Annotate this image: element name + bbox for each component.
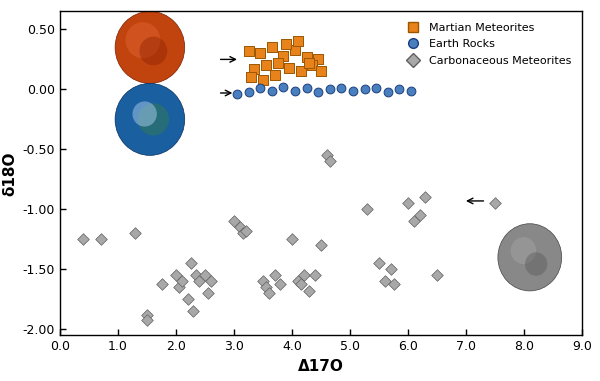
Point (174, 284, 184, 290)
Point (406, 88, 416, 94)
Point (421, 194, 430, 200)
Point (232, 91, 242, 97)
Point (256, 50, 265, 56)
Point (235, 224, 245, 231)
Ellipse shape (511, 237, 536, 264)
Point (270, 272, 280, 279)
Point (293, 38, 302, 45)
Point (389, 281, 398, 287)
Point (188, 308, 198, 314)
Point (293, 278, 302, 284)
Point (322, 152, 332, 158)
Point (275, 281, 285, 287)
Point (183, 296, 193, 303)
Point (313, 56, 323, 62)
Point (307, 62, 317, 69)
Point (348, 88, 358, 94)
Point (96, 236, 106, 242)
Point (229, 218, 239, 224)
Point (194, 278, 204, 284)
Point (258, 278, 268, 284)
Point (244, 89, 253, 95)
Point (371, 85, 381, 91)
Point (316, 242, 326, 248)
Point (305, 288, 314, 294)
Point (380, 278, 389, 284)
Legend: Martian Meteorites, Earth Rocks, Carbonaceous Meteorites: Martian Meteorites, Earth Rocks, Carbona… (401, 17, 577, 71)
Point (386, 266, 395, 272)
Point (186, 260, 196, 266)
Point (79, 236, 88, 242)
Point (278, 53, 288, 59)
Point (337, 85, 346, 91)
Point (157, 281, 166, 287)
Point (131, 230, 140, 236)
Point (415, 212, 424, 218)
Ellipse shape (125, 22, 160, 58)
Point (177, 278, 187, 284)
Point (206, 278, 215, 284)
Ellipse shape (115, 11, 185, 83)
Point (142, 317, 152, 323)
Point (290, 88, 300, 94)
Point (325, 158, 335, 165)
Point (238, 230, 248, 236)
Point (203, 290, 212, 296)
Point (432, 272, 442, 279)
Point (241, 228, 250, 234)
Ellipse shape (525, 252, 547, 276)
Point (267, 88, 277, 94)
Point (290, 47, 300, 53)
Point (256, 85, 265, 91)
Point (310, 272, 320, 279)
Point (278, 84, 288, 90)
Point (191, 272, 201, 279)
Point (142, 312, 152, 318)
Point (284, 65, 294, 71)
Point (403, 200, 413, 207)
Point (305, 60, 314, 66)
Point (383, 89, 392, 95)
Point (247, 74, 256, 80)
Point (270, 72, 280, 78)
Point (325, 86, 335, 93)
Point (296, 68, 305, 74)
Ellipse shape (139, 37, 167, 66)
Point (272, 60, 283, 66)
Point (395, 86, 404, 93)
X-axis label: Δ17O: Δ17O (298, 359, 344, 374)
Point (171, 272, 181, 279)
Point (313, 89, 323, 95)
Point (250, 66, 259, 72)
Ellipse shape (115, 83, 185, 155)
Point (261, 284, 271, 290)
Point (267, 44, 277, 50)
Point (200, 272, 210, 279)
Point (281, 41, 291, 47)
Point (362, 206, 372, 212)
Point (287, 236, 297, 242)
Point (360, 86, 370, 93)
Point (302, 54, 311, 60)
Ellipse shape (133, 101, 157, 126)
Y-axis label: δ18O: δ18O (2, 151, 17, 195)
Point (264, 290, 274, 296)
Ellipse shape (138, 103, 169, 136)
Point (316, 68, 326, 74)
Point (302, 85, 311, 91)
Point (258, 77, 268, 83)
Point (374, 260, 384, 266)
Ellipse shape (498, 224, 562, 291)
Point (409, 218, 419, 224)
Point (296, 281, 305, 287)
Point (490, 200, 500, 207)
Point (299, 272, 308, 279)
Point (261, 62, 271, 69)
Point (244, 48, 253, 54)
